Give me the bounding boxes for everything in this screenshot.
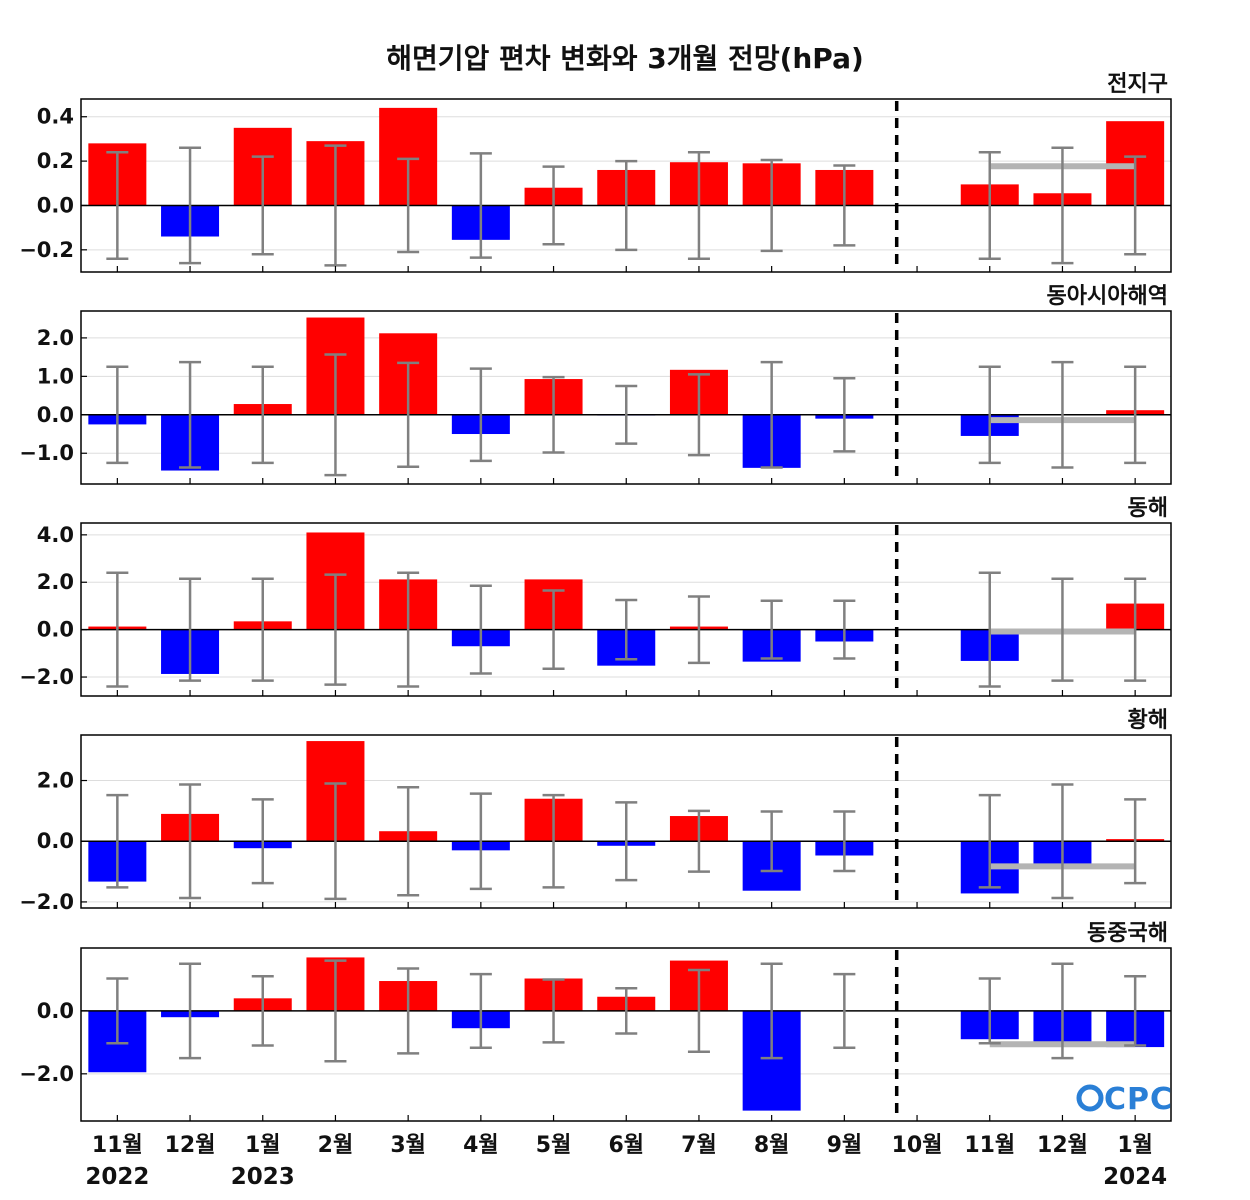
x-tick-label: 7월 [681, 1133, 717, 1158]
cpc-logo: CPC [1076, 1082, 1173, 1117]
x-tick-label: 10월 [892, 1133, 943, 1158]
chart-panels: −0.2 0.0 0.2 0.4 전지구 −1.0 0.0 1.0 2.0 동아시아해역 −2.0 0… [19, 72, 1172, 1122]
y-tick-label: 0.4 [37, 105, 74, 129]
x-tick-label: 8월 [754, 1133, 790, 1158]
year-label: 2023 [231, 1164, 295, 1190]
x-axis-labels: 11월 12월 1월 2월 3월 4월 5월 6월 7월 8월 9월 10월 11월 12월 1월 2022 2… [85, 1133, 1167, 1190]
x-tick-label: 6월 [608, 1133, 644, 1158]
y-tick-label: 0.0 [37, 193, 74, 217]
y-tick-label: −2.0 [19, 1062, 74, 1086]
y-tick-label: −2.0 [19, 665, 74, 689]
y-tick-label: −2.0 [19, 890, 74, 914]
panel-2: −1.0 0.0 1.0 2.0 동아시아해역 [19, 284, 1172, 485]
y-tick-label: 1.0 [37, 364, 74, 388]
panel-1: −0.2 0.0 0.2 0.4 전지구 [19, 72, 1172, 273]
cpc-logo-text: CPC [1104, 1082, 1173, 1117]
x-tick-label: 5월 [536, 1133, 572, 1158]
panel-4: −2.0 0.0 2.0 황해 [19, 708, 1172, 914]
panel-label: 황해 [1128, 708, 1168, 733]
y-tick-label: 0.0 [37, 618, 74, 642]
y-tick-label: 2.0 [37, 326, 74, 350]
x-tick-label: 1월 [245, 1133, 281, 1158]
panel-frame [80, 947, 1172, 1122]
panel-frame [80, 522, 1172, 697]
x-tick-label: 9월 [827, 1133, 863, 1158]
panel-label: 동중국해 [1087, 921, 1168, 946]
x-tick-label: 12월 [1037, 1133, 1088, 1158]
y-tick-label: 0.0 [37, 403, 74, 427]
panel-frame [80, 98, 1172, 273]
y-tick-label: 2.0 [37, 570, 74, 594]
y-tick-label: −0.2 [19, 238, 74, 262]
x-tick-label: 2월 [318, 1133, 354, 1158]
x-tick-label: 11월 [964, 1133, 1015, 1158]
year-label: 2022 [85, 1164, 149, 1190]
x-tick-label: 12월 [165, 1133, 216, 1158]
cpc-logo-circle-icon [1076, 1084, 1104, 1112]
chart-title: 해면기압 편차 변화와 3개월 전망(hPa) [386, 42, 864, 75]
panel-3: −2.0 0.0 2.0 4.0 동해 [19, 496, 1172, 697]
panel-label: 전지구 [1107, 72, 1168, 97]
y-tick-label: 0.0 [37, 999, 74, 1023]
x-tick-label: 3월 [390, 1133, 426, 1158]
panel-frame [80, 734, 1172, 909]
y-tick-label: 0.2 [37, 149, 74, 173]
y-tick-label: −1.0 [19, 441, 74, 465]
panel-frame [80, 310, 1172, 485]
y-tick-label: 2.0 [37, 769, 74, 793]
x-tick-label: 1월 [1117, 1133, 1153, 1158]
panel-label: 동아시아해역 [1047, 284, 1168, 309]
panel-label: 동해 [1128, 496, 1168, 521]
y-tick-label: 4.0 [37, 523, 74, 547]
year-label: 2024 [1103, 1164, 1167, 1190]
x-tick-label: 4월 [463, 1133, 499, 1158]
y-tick-label: 0.0 [37, 829, 74, 853]
panel-5: −2.0 0.0 동중국해 [19, 921, 1172, 1122]
x-tick-label: 11월 [92, 1133, 143, 1158]
